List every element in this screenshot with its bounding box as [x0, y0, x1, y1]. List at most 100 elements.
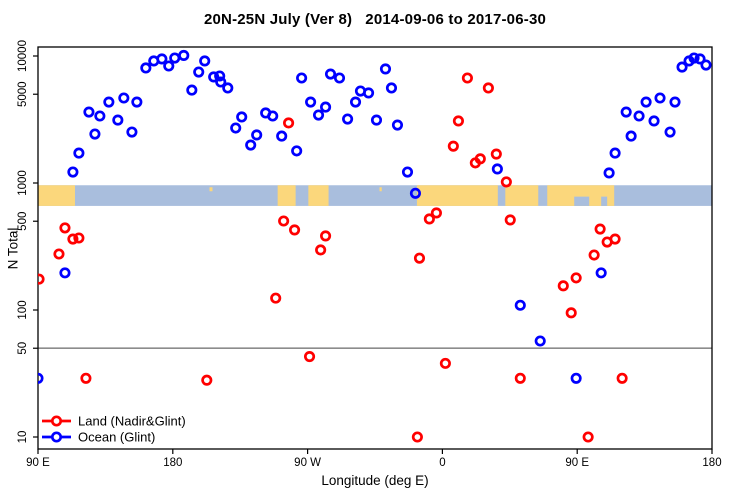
data-point-land: [616, 372, 628, 384]
legend-label: Ocean (Glint): [78, 430, 155, 445]
data-point-land: [474, 153, 486, 165]
data-point-ocean: [664, 126, 676, 138]
map-strip-land-segment: [416, 185, 498, 206]
data-point-ocean: [401, 166, 414, 178]
data-point-land: [594, 223, 606, 235]
data-point-ocean: [320, 101, 332, 113]
x-tick-label: 90 E: [26, 457, 50, 469]
data-point-ocean: [245, 139, 257, 151]
data-point-ocean: [312, 109, 325, 121]
x-tick-label: 0: [439, 457, 445, 469]
data-point-land: [320, 230, 332, 242]
data-point-ocean: [199, 55, 211, 67]
data-point-ocean: [688, 52, 700, 64]
data-point-ocean: [603, 167, 615, 179]
data-point-land: [490, 148, 502, 160]
data-point-ocean: [363, 87, 375, 99]
data-point-ocean: [694, 53, 706, 65]
data-point-land: [482, 82, 494, 94]
data-point-land: [278, 215, 290, 227]
map-strip-island: [209, 187, 213, 192]
data-point-ocean: [267, 110, 279, 122]
data-point-ocean: [291, 145, 303, 157]
data-point-ocean: [214, 70, 226, 82]
data-point-ocean: [178, 49, 190, 62]
data-point-ocean: [676, 61, 688, 73]
data-point-land: [59, 222, 71, 234]
data-points-layer: [38, 49, 712, 443]
data-point-ocean: [59, 267, 71, 279]
data-point-land: [452, 115, 464, 127]
data-point-land: [582, 431, 594, 443]
data-point-ocean: [73, 147, 85, 159]
legend: Land (Nadir&Glint)Ocean (Glint): [42, 414, 186, 445]
y-tick-label: 5000: [17, 81, 29, 107]
data-point-ocean: [222, 82, 234, 94]
data-point-ocean: [215, 76, 227, 88]
legend-label: Land (Nadir&Glint): [78, 414, 186, 429]
data-point-land: [80, 372, 92, 384]
data-point-ocean: [118, 92, 130, 104]
y-tick-label: 100: [17, 300, 29, 319]
legend-marker: [50, 431, 63, 443]
data-point-land: [430, 207, 442, 219]
data-point-ocean: [620, 106, 632, 118]
x-tick-label: 90 W: [294, 457, 321, 469]
data-point-ocean: [305, 96, 317, 108]
data-point-land: [315, 244, 327, 256]
data-point-ocean: [94, 110, 106, 122]
map-strip-land-segment: [547, 185, 615, 206]
data-point-land: [270, 292, 282, 304]
data-point-ocean: [570, 372, 582, 384]
data-point-ocean: [669, 96, 681, 108]
data-point-ocean: [640, 96, 652, 108]
data-point-land: [73, 232, 85, 244]
data-point-land: [413, 252, 426, 264]
data-point-land: [570, 272, 582, 284]
data-point-ocean: [83, 106, 95, 118]
data-point-ocean: [163, 60, 175, 72]
data-point-ocean: [385, 82, 398, 94]
data-point-land: [557, 280, 569, 292]
legend-marker: [50, 415, 63, 427]
data-point-ocean: [89, 128, 101, 140]
data-point-ocean: [126, 126, 138, 138]
data-point-land: [411, 431, 423, 443]
plot-border: [37, 46, 713, 450]
x-tick-label: 90 E: [565, 457, 589, 469]
data-point-ocean: [324, 68, 337, 80]
data-point-ocean: [236, 111, 248, 123]
data-point-ocean: [379, 63, 392, 75]
data-point-land: [504, 214, 516, 226]
data-point-land: [461, 72, 473, 84]
data-point-ocean: [409, 187, 421, 199]
data-point-ocean: [633, 110, 645, 122]
data-point-land: [609, 233, 621, 245]
chart-title: 20N-25N July (Ver 8) 2014-09-06 to 2017-…: [203, 11, 547, 28]
data-point-ocean: [230, 122, 242, 134]
data-point-ocean: [514, 299, 526, 311]
map-strip-coast-notch: [601, 196, 608, 206]
y-tick-label: 10000: [17, 40, 29, 72]
data-point-ocean: [156, 53, 168, 65]
data-point-ocean: [186, 84, 198, 96]
data-point-land: [289, 224, 301, 236]
data-point-ocean: [654, 92, 666, 104]
data-point-ocean: [103, 96, 115, 108]
data-point-land: [447, 140, 459, 152]
data-point-ocean: [296, 72, 308, 84]
x-tick-label: 180: [163, 457, 182, 469]
data-point-ocean: [38, 372, 44, 384]
x-axis-label: Longitude (deg E): [321, 473, 429, 488]
data-point-ocean: [342, 113, 354, 125]
map-strip-land-segment: [277, 185, 296, 206]
data-point-ocean: [193, 66, 205, 78]
map-strip-island: [379, 187, 382, 192]
data-point-ocean: [648, 115, 660, 127]
map-strip-ocean: [38, 185, 712, 206]
data-point-land: [67, 233, 79, 245]
data-point-ocean: [700, 59, 712, 71]
data-point-ocean: [169, 52, 181, 64]
x-tick-label: 180: [702, 457, 721, 469]
